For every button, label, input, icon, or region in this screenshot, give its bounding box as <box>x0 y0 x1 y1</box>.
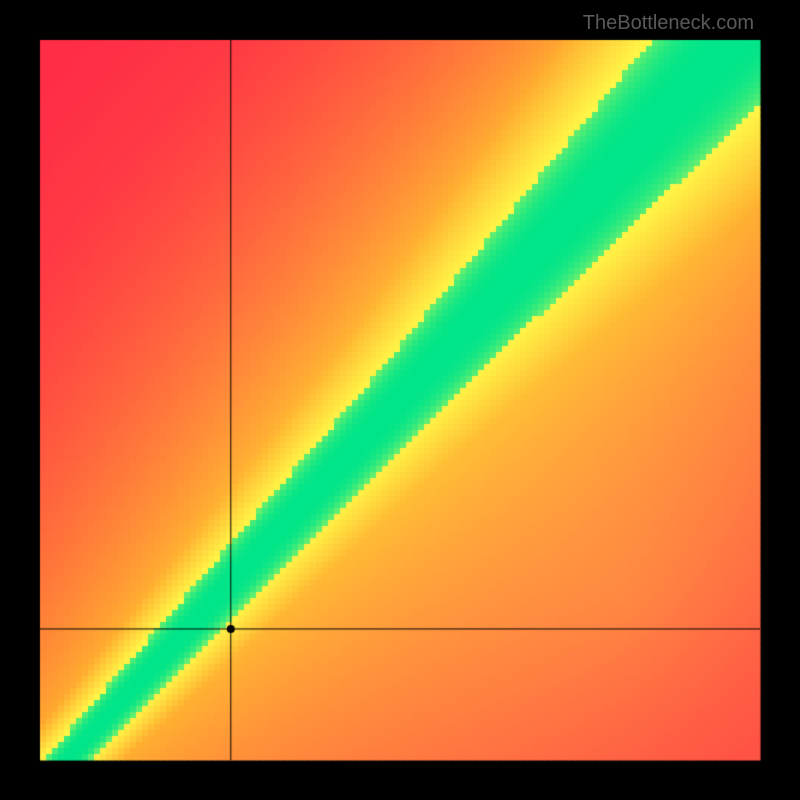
watermark-text: TheBottleneck.com <box>583 12 754 35</box>
bottleneck-heatmap <box>0 0 800 800</box>
chart-container: { "meta": { "watermark": "TheBottleneck.… <box>0 0 800 800</box>
